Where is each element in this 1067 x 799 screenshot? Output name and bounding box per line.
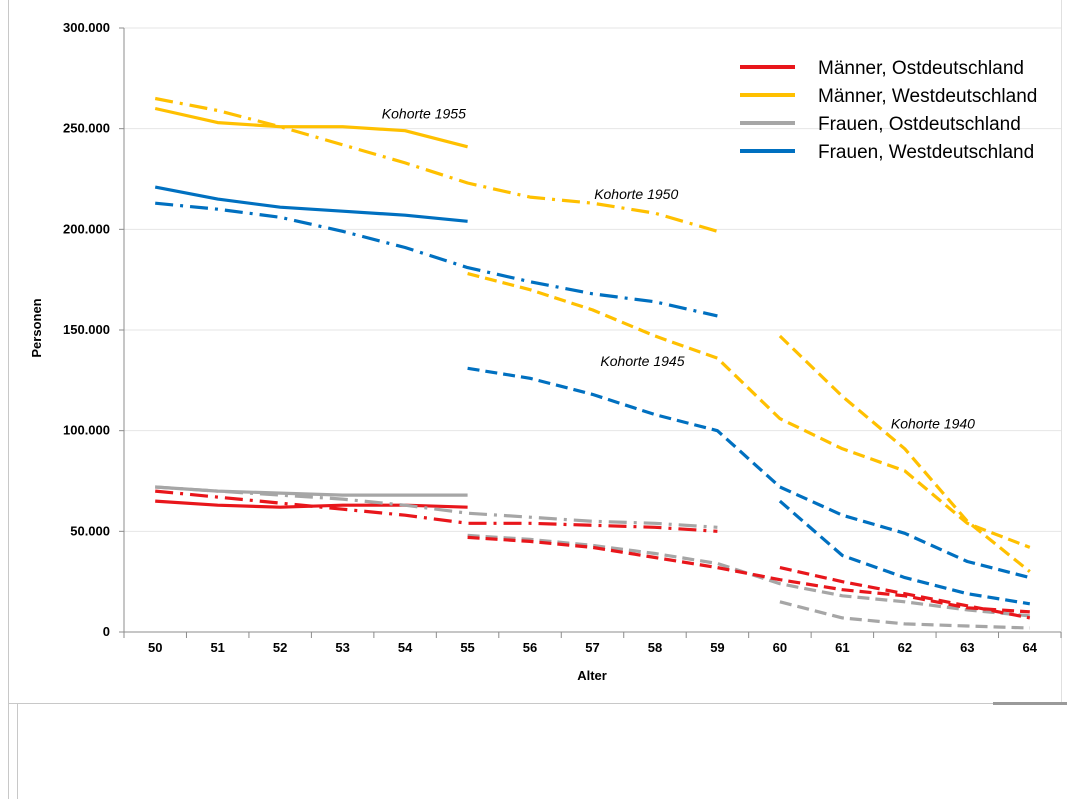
- gridlines: [124, 27, 1061, 532]
- annotations: Kohorte 1955 Kohorte 1950 Kohorte 1945 Koho…: [382, 106, 975, 432]
- x-tick-label: 64: [1023, 640, 1038, 655]
- y-tick-label: 50.000: [70, 523, 110, 538]
- y-tick-labels: 0 50.000 100.000 150.000 200.000 250.000 300.0…: [63, 20, 124, 639]
- frame-border-right: [1061, 0, 1062, 703]
- x-tick-label: 61: [835, 640, 849, 655]
- y-tick-label: 0: [103, 624, 110, 639]
- x-tick-label: 54: [398, 640, 413, 655]
- series-line: [154, 96, 718, 233]
- legend-label: Frauen, Ostdeutschland: [818, 114, 1021, 135]
- series-line: [154, 106, 468, 149]
- y-tick-label: 300.000: [63, 20, 110, 35]
- series-line: [778, 499, 1031, 606]
- x-tick-label: 59: [710, 640, 724, 655]
- x-axis-title: Alter: [577, 668, 607, 683]
- y-tick-label: 200.000: [63, 221, 110, 236]
- x-tick-label: 58: [648, 640, 662, 655]
- series-line: [779, 600, 1030, 630]
- x-tick-label: 53: [335, 640, 349, 655]
- legend-label: Frauen, Westdeutschland: [818, 142, 1034, 163]
- series-lines: [154, 96, 1031, 630]
- series-line: [155, 201, 718, 318]
- frame-separator-dark: [993, 702, 1067, 705]
- series-line: [155, 489, 718, 533]
- legend-label: Männer, Westdeutschland: [818, 86, 1037, 107]
- frame-separator: [8, 703, 993, 704]
- x-tick-label: 56: [523, 640, 537, 655]
- y-axis-title: Personen: [29, 298, 44, 357]
- x-tick-label: 50: [148, 640, 162, 655]
- frame-border-inner: [17, 704, 18, 799]
- legend: Männer, Ostdeutschland Männer, Westdeutsc…: [740, 58, 1037, 163]
- y-tick-label: 100.000: [63, 423, 110, 438]
- x-tick-label: 60: [773, 640, 787, 655]
- x-tick-labels: 50 51 52 53 54 55 56 57 58 59 60 61 62 63 64: [123, 632, 1062, 655]
- x-tick-label: 63: [960, 640, 974, 655]
- series-line: [467, 533, 1030, 618]
- cohort-annotation: Kohorte 1955: [382, 106, 466, 122]
- series-line: [155, 485, 718, 529]
- y-tick-label: 150.000: [63, 322, 110, 337]
- frame-border-left: [8, 0, 9, 799]
- series-line: [154, 185, 468, 223]
- series-line: [778, 334, 1031, 573]
- series-line: [467, 272, 1031, 549]
- legend-label: Männer, Ostdeutschland: [818, 58, 1024, 79]
- x-tick-label: 51: [210, 640, 224, 655]
- x-tick-label: 57: [585, 640, 599, 655]
- cohort-annotation: Kohorte 1950: [594, 186, 678, 202]
- cohort-annotation: Kohorte 1940: [891, 416, 975, 432]
- cohort-annotation: Kohorte 1945: [600, 353, 684, 369]
- y-tick-label: 250.000: [63, 121, 110, 136]
- x-tick-label: 62: [898, 640, 912, 655]
- series-line: [467, 366, 1031, 580]
- x-tick-label: 52: [273, 640, 287, 655]
- series-line: [779, 566, 1031, 620]
- series-line: [467, 535, 1030, 614]
- x-tick-label: 55: [460, 640, 474, 655]
